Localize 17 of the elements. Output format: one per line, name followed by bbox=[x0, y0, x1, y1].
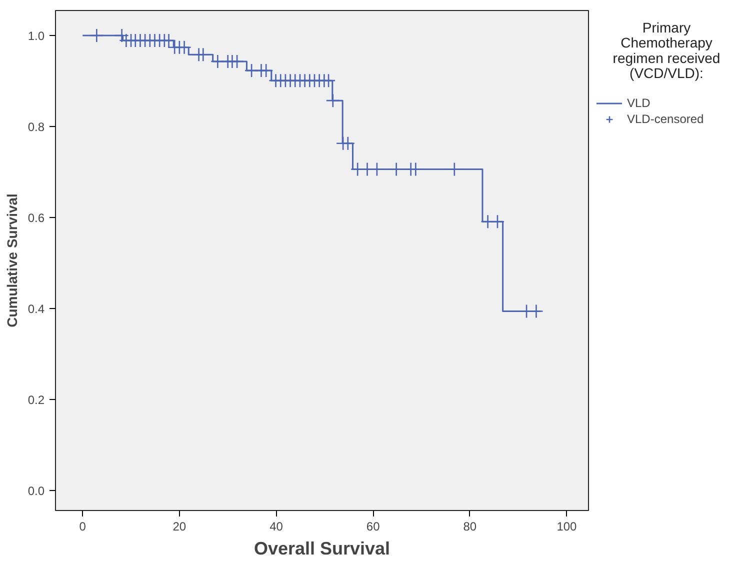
x-tick-label: 40 bbox=[270, 520, 284, 534]
y-tick-label: 0.4 bbox=[28, 302, 45, 316]
x-tick-label: 100 bbox=[556, 520, 578, 534]
legend-label: VLD bbox=[627, 95, 650, 111]
x-tick-label: 60 bbox=[366, 520, 380, 534]
y-tick-label: 1.0 bbox=[28, 29, 45, 44]
legend-label: VLD-censored bbox=[627, 111, 704, 127]
y-tick-label: 0.2 bbox=[28, 392, 45, 407]
x-axis-title: Overall Survival bbox=[254, 538, 390, 558]
y-tick-label: 0.6 bbox=[28, 211, 45, 226]
x-tick-label: 80 bbox=[463, 520, 477, 534]
legend-title: Primary Chemotherapy regimen received (VCD/VLD): bbox=[612, 19, 720, 81]
x-tick-label: 0 bbox=[79, 520, 86, 534]
x-tick-label: 20 bbox=[172, 520, 186, 534]
y-tick-label: 0.0 bbox=[28, 484, 45, 498]
y-axis-title: Cumulative Survival bbox=[4, 194, 20, 328]
y-tick-label: 0.8 bbox=[28, 120, 45, 134]
